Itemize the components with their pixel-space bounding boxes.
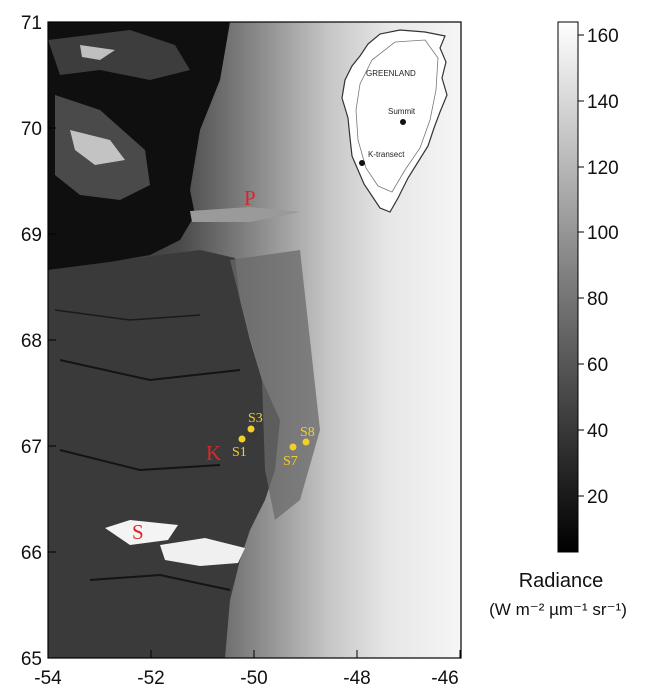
colorbar-units: (W m⁻² µm⁻¹ sr⁻¹) xyxy=(462,600,654,620)
colorbar-tick-label: 60 xyxy=(587,355,608,376)
lon-tick-label: -50 xyxy=(240,668,267,689)
site-marker-s1 xyxy=(239,436,246,443)
lat-tick-label: 65 xyxy=(21,649,42,670)
k-transect-label: K-transect xyxy=(368,150,405,159)
site-marker-s7 xyxy=(290,444,297,451)
lon-tick-label: -46 xyxy=(431,668,458,689)
lat-tick-label: 70 xyxy=(21,119,42,140)
place-label-k: K xyxy=(206,441,221,465)
colorbar-title: Radiance xyxy=(468,570,654,593)
lat-tick-label: 66 xyxy=(21,543,42,564)
colorbar-tick-label: 40 xyxy=(587,421,608,442)
lat-tick-label: 69 xyxy=(21,225,42,246)
lat-tick-label: 71 xyxy=(21,13,42,34)
colorbar-tick-label: 140 xyxy=(587,92,619,113)
colorbar-gradient xyxy=(558,22,578,552)
lat-tick-label: 67 xyxy=(21,437,42,458)
colorbar-tick-label: 80 xyxy=(587,289,608,310)
lon-tick-label: -52 xyxy=(137,668,164,689)
site-marker-s3 xyxy=(248,426,255,433)
lon-tick-label: -54 xyxy=(34,668,62,689)
place-label-s: S xyxy=(132,520,144,544)
inset-country-label: GREENLAND xyxy=(366,69,416,78)
site-label-s7: S7 xyxy=(283,454,298,469)
lon-tick-label: -48 xyxy=(343,668,370,689)
colorbar-tick-label: 160 xyxy=(587,26,619,47)
site-label-s3: S3 xyxy=(248,411,263,426)
colorbar-tick-label: 20 xyxy=(587,487,608,508)
colorbar-tick-label: 100 xyxy=(587,223,619,244)
place-label-p: P xyxy=(244,186,256,210)
k-transect-marker xyxy=(359,160,365,166)
colorbar-tick-label: 120 xyxy=(587,158,619,179)
site-label-s1: S1 xyxy=(232,445,247,460)
summit-label: Summit xyxy=(388,107,416,116)
radiance-colorbar: 160 140 120 100 80 60 40 20 xyxy=(558,22,619,552)
site-label-s8: S8 xyxy=(300,425,315,440)
lat-tick-label: 68 xyxy=(21,331,42,352)
summit-marker xyxy=(400,119,406,125)
